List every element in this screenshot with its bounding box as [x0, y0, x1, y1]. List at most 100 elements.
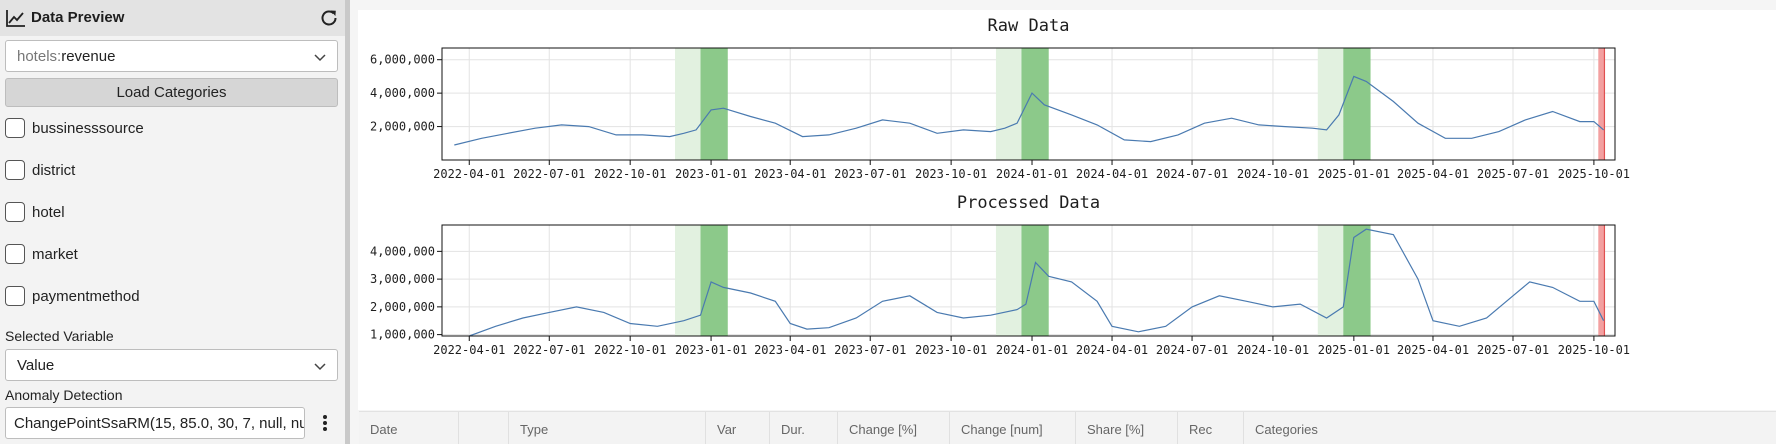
x-tick-label: 2025-04-01: [1397, 343, 1469, 357]
category-label: bussinesssource: [32, 120, 144, 137]
chart-title: Processed Data: [957, 193, 1100, 213]
checkbox[interactable]: [5, 160, 25, 180]
anomaly-table-header: Date Type Var Dur. Change [%] Change [nu…: [359, 411, 1776, 444]
source-select-value: hotels:revenue: [17, 48, 115, 65]
column-header-change-num[interactable]: Change [num]: [950, 412, 1076, 444]
sidebar: Data Preview hotels:revenue Load Categor…: [0, 0, 345, 444]
chart-0: Raw Data 2022-04-01 2022-07-01 2022-10-01 20…: [370, 16, 1630, 181]
plot-frame: [441, 224, 1616, 337]
category-checkbox-hotel[interactable]: hotel: [5, 202, 305, 224]
x-tick-label: 2024-07-01: [1156, 343, 1228, 357]
x-tick-label: 2024-10-01: [1237, 167, 1309, 181]
column-header-type[interactable]: Type: [509, 412, 706, 444]
x-tick-label: 2023-01-01: [675, 167, 747, 181]
column-header-share-percent[interactable]: Share [%]: [1076, 412, 1178, 444]
panel-splitter[interactable]: [345, 0, 350, 444]
x-tick-label: 2023-04-01: [754, 167, 826, 181]
highlight-band-dark: [700, 48, 728, 160]
x-tick-label: 2025-10-01: [1558, 167, 1630, 181]
series-line: [469, 228, 1605, 336]
sidebar-header: Data Preview: [0, 0, 345, 36]
y-tick-label: 4,000,000: [370, 244, 435, 258]
anomaly-detection-label: Anomaly Detection: [5, 387, 123, 403]
series-line: [454, 75, 1604, 146]
category-label: district: [32, 162, 76, 179]
highlight-band-dark: [1021, 225, 1049, 336]
x-tick-label: 2022-04-01: [433, 343, 505, 357]
main-panel: Raw Data 2022-04-01 2022-07-01 2022-10-01 20…: [350, 0, 1776, 444]
highlight-band-light: [675, 48, 701, 160]
x-tick-label: 2023-10-01: [915, 167, 987, 181]
x-tick-label: 2025-10-01: [1558, 343, 1630, 357]
chevron-down-icon: [314, 54, 326, 62]
plot-area: [442, 225, 1615, 336]
x-tick-label: 2024-10-01: [1237, 343, 1309, 357]
selected-variable-label: Selected Variable: [5, 328, 114, 344]
line-chart-icon: [6, 10, 25, 27]
checkbox[interactable]: [5, 286, 25, 306]
charts-panel: Raw Data 2022-04-01 2022-07-01 2022-10-01 20…: [358, 10, 1776, 410]
category-label: paymentmethod: [32, 288, 140, 305]
checkbox[interactable]: [5, 118, 25, 138]
refresh-icon[interactable]: [318, 7, 340, 29]
y-tick-label: 3,000,000: [370, 272, 435, 286]
x-tick-label: 2023-07-01: [834, 167, 906, 181]
source-select-prefix: hotels:: [17, 48, 62, 65]
column-header-change-percent[interactable]: Change [%]: [838, 412, 950, 444]
plot-area: [442, 48, 1615, 160]
checkbox[interactable]: [5, 202, 25, 222]
category-label: market: [32, 246, 78, 263]
sidebar-title: Data Preview: [31, 9, 125, 26]
charts-svg: Raw Data 2022-04-01 2022-07-01 2022-10-01 20…: [370, 16, 1630, 357]
x-tick-label: 2022-04-01: [433, 167, 505, 181]
column-header-categories[interactable]: Categories: [1255, 422, 1318, 437]
x-tick-label: 2024-01-01: [996, 343, 1068, 357]
category-checkbox-bussinesssource[interactable]: bussinesssource: [5, 118, 305, 140]
category-checkbox-market[interactable]: market: [5, 244, 305, 266]
chart-title: Raw Data: [988, 16, 1070, 36]
x-tick-label: 2025-01-01: [1318, 343, 1390, 357]
column-header-duration[interactable]: Dur.: [770, 412, 838, 444]
load-categories-button[interactable]: Load Categories: [5, 78, 338, 107]
category-checkbox-paymentmethod[interactable]: paymentmethod: [5, 286, 305, 308]
highlight-band-light: [995, 225, 1022, 336]
column-header-date[interactable]: Date: [359, 412, 459, 444]
anomaly-band: [1598, 225, 1605, 336]
highlight-band-dark: [1021, 48, 1049, 160]
checkbox[interactable]: [5, 244, 25, 264]
y-tick-label: 6,000,000: [370, 53, 435, 67]
source-select-name: revenue: [61, 48, 116, 65]
x-tick-label: 2025-01-01: [1318, 167, 1390, 181]
anomaly-detection-input[interactable]: ChangePointSsaRM(15, 85.0, 30, 7, null, …: [5, 407, 305, 439]
category-label: hotel: [32, 204, 65, 221]
chevron-down-icon: [314, 363, 326, 371]
x-tick-label: 2025-07-01: [1477, 167, 1549, 181]
more-options-icon[interactable]: [314, 411, 336, 435]
highlight-band-light: [1317, 48, 1344, 160]
x-tick-label: 2024-04-01: [1076, 167, 1148, 181]
highlight-band-light: [995, 48, 1022, 160]
x-tick-label: 2025-07-01: [1477, 343, 1549, 357]
variable-select[interactable]: Value: [5, 349, 338, 381]
column-header-rec[interactable]: Rec: [1178, 412, 1244, 444]
x-tick-label: 2024-04-01: [1076, 343, 1148, 357]
column-header-var[interactable]: Var: [706, 412, 770, 444]
y-tick-label: 4,000,000: [370, 86, 435, 100]
category-checkbox-district[interactable]: district: [5, 160, 305, 182]
highlight-band-light: [1317, 225, 1344, 336]
column-header-blank[interactable]: [459, 412, 509, 444]
x-tick-label: 2022-10-01: [594, 167, 666, 181]
variable-select-value: Value: [17, 357, 55, 374]
source-select[interactable]: hotels:revenue: [5, 40, 338, 72]
chart-1: Processed Data 2022-04-01 2022-07-01 2022-1…: [370, 193, 1630, 357]
y-tick-label: 2,000,000: [370, 120, 435, 134]
x-tick-label: 2022-10-01: [594, 343, 666, 357]
x-tick-label: 2023-10-01: [915, 343, 987, 357]
x-tick-label: 2023-01-01: [675, 343, 747, 357]
highlight-band-dark: [700, 225, 728, 336]
highlight-band-light: [675, 225, 701, 336]
plot-frame: [441, 47, 1616, 161]
x-tick-label: 2023-04-01: [754, 343, 826, 357]
x-tick-label: 2023-07-01: [834, 343, 906, 357]
x-tick-label: 2022-07-01: [513, 167, 585, 181]
